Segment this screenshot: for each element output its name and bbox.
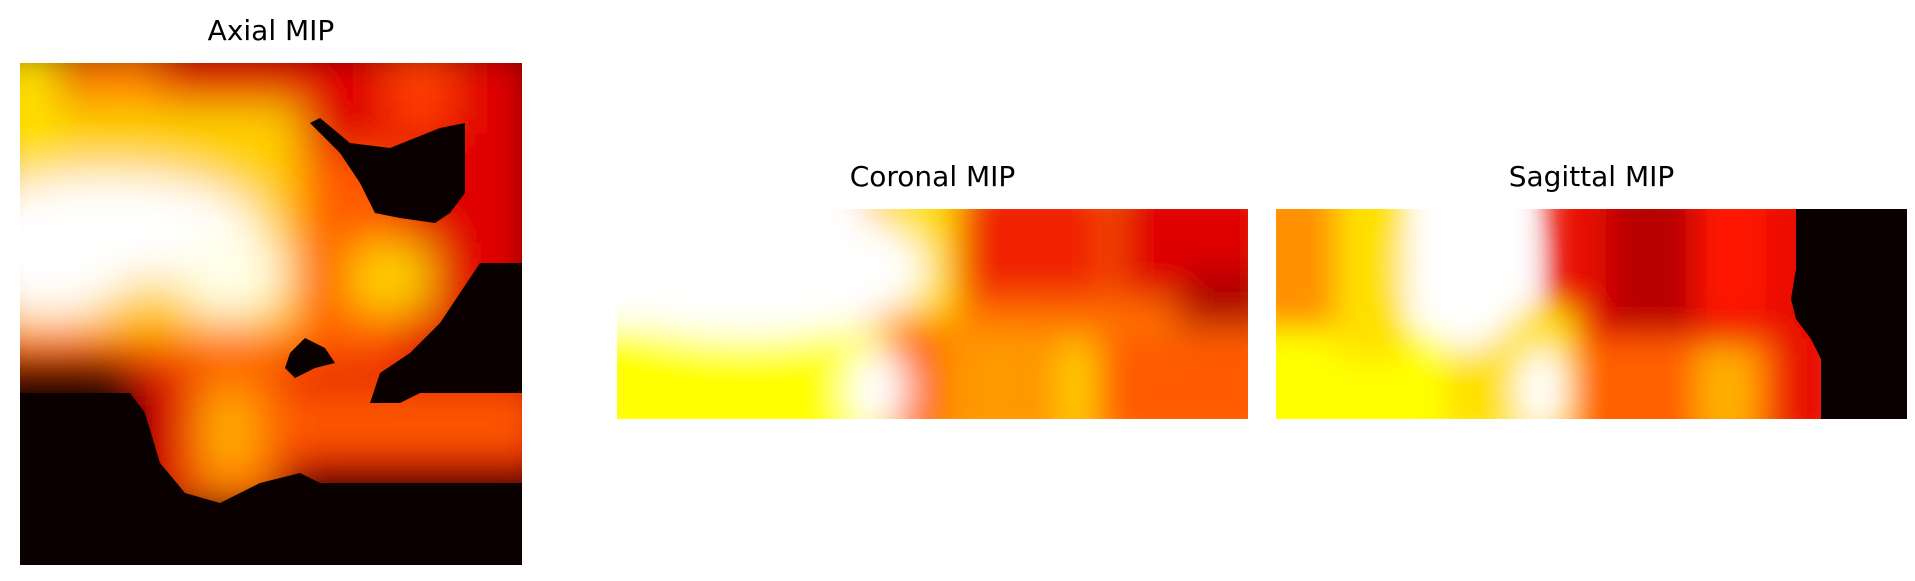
coronal-mip-image <box>617 209 1248 419</box>
sagittal-mip-image <box>1276 209 1907 419</box>
coronal-title: Coronal MIP <box>849 160 1016 193</box>
axial-mip-image <box>20 63 522 565</box>
axial-title: Axial MIP <box>207 14 335 47</box>
sagittal-title: Sagittal MIP <box>1508 160 1675 193</box>
